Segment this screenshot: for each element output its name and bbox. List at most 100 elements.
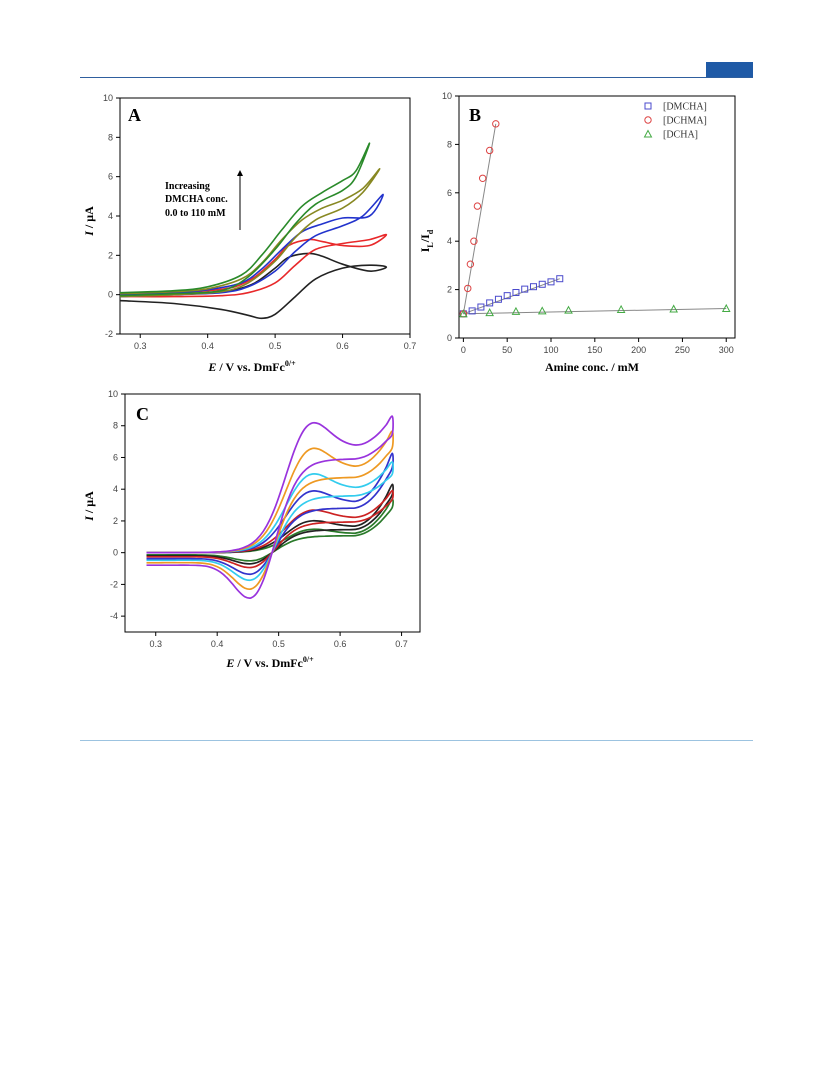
x-tick-label: 0.7 (395, 639, 408, 649)
data-point (468, 307, 476, 315)
x-tick-label: 0.3 (149, 639, 162, 649)
annotation-line-2: DMCHA conc. (165, 194, 228, 205)
y-tick-label: 2 (447, 285, 452, 295)
cv-curve-3 (119, 193, 384, 298)
legend-marker-triangle (643, 129, 653, 138)
data-point (503, 292, 511, 300)
data-point (464, 284, 472, 293)
y-tick-label: 0 (447, 333, 452, 343)
x-tick-label: 0 (461, 345, 466, 355)
data-point (564, 305, 573, 314)
y-axis-label: I / μA (82, 206, 96, 237)
data-point (477, 303, 485, 311)
y-tick-label: 2 (113, 516, 118, 526)
y-tick-label: -2 (105, 329, 113, 339)
y-tick-label: 0 (108, 290, 113, 300)
x-tick-label: 0.3 (134, 341, 147, 351)
annotation-line-1: Increasing (165, 181, 210, 192)
annotation-line-3: 0.0 to 110 mM (165, 208, 226, 219)
x-tick-label: 50 (502, 345, 512, 355)
y-tick-label: 4 (108, 211, 113, 221)
y-tick-label: 4 (447, 236, 452, 246)
data-point (486, 299, 494, 307)
data-point (547, 278, 555, 286)
y-tick-label: 6 (108, 172, 113, 182)
y-tick-label: 0 (113, 548, 118, 558)
panel-label-b: B (469, 105, 481, 125)
data-point (478, 174, 487, 182)
data-point (521, 285, 529, 293)
data-point (485, 308, 495, 317)
x-tick-label: 150 (587, 345, 602, 355)
cv-curve-7 (146, 415, 394, 600)
data-point (616, 304, 626, 313)
legend: [DMCHA] [DCHMA] [DCHA] (643, 102, 707, 141)
x-tick-label: 200 (631, 345, 646, 355)
y-tick-label: 8 (447, 139, 452, 149)
x-tick-label: 0.4 (201, 341, 214, 351)
header-rule (80, 77, 753, 78)
y-axis-label: IL/Id (418, 229, 435, 252)
y-tick-label: -2 (110, 579, 118, 589)
x-tick-label: 250 (675, 345, 690, 355)
data-point (485, 146, 494, 155)
cv-curve-5 (119, 142, 371, 297)
arrow-head-icon (237, 170, 243, 176)
x-tick-label: 0.6 (336, 341, 349, 351)
y-tick-label: 10 (108, 389, 118, 399)
panel-label-c: C (136, 404, 149, 424)
y-tick-label: 2 (108, 250, 113, 260)
x-axis-label: Amine conc. / mM (545, 360, 639, 374)
data-point (466, 260, 475, 268)
data-point (459, 309, 468, 318)
fit-line-2 (462, 123, 497, 314)
y-tick-label: 6 (113, 452, 118, 462)
data-point (556, 275, 564, 283)
cv-curve-2 (119, 233, 388, 298)
data-point (511, 306, 521, 315)
y-tick-label: -4 (110, 611, 118, 621)
x-axis-label: E / V vs. DmFc0/+ (207, 359, 296, 374)
fit-line-3 (463, 307, 727, 315)
chart-panel-c: 0.3 0.4 0.5 0.6 0.7 -4 -2 0 2 4 6 8 10 C E / V vs. D… (82, 389, 421, 670)
x-tick-label: 300 (719, 345, 734, 355)
x-tick-label: 0.5 (269, 341, 282, 351)
plot-frame (119, 97, 411, 335)
data-point (492, 120, 500, 128)
x-tick-label: 100 (543, 345, 558, 355)
y-axis-label: I / μA (82, 491, 96, 522)
plot-frame (124, 393, 421, 633)
data-point (494, 295, 502, 303)
plot-frame (458, 95, 736, 339)
data-point (529, 283, 537, 291)
x-tick-label: 0.5 (272, 639, 285, 649)
legend-label: [DMCHA] (663, 102, 707, 113)
y-tick-label: 6 (447, 188, 452, 198)
x-tick-label: 0.6 (334, 639, 347, 649)
data-point (669, 304, 679, 313)
chart-panel-b: 0 50 100 150 200 250 300 0 2 4 6 8 10 [DMCHA] [DCHMA]… (418, 91, 736, 374)
cv-curve-1 (119, 252, 388, 320)
data-point (512, 289, 520, 297)
data-point (470, 237, 478, 245)
chart-panel-a: 0.3 0.4 0.5 0.6 0.7 -2 0 2 4 6 8 10 A Increasing DM… (82, 93, 417, 374)
legend-marker-square (644, 102, 652, 110)
y-tick-label: 8 (108, 132, 113, 142)
y-tick-label: 10 (103, 93, 113, 103)
header-accent-tab (706, 62, 753, 77)
y-tick-label: 4 (113, 484, 118, 494)
x-tick-label: 0.7 (404, 341, 417, 351)
annotation: Increasing DMCHA conc. 0.0 to 110 mM (165, 170, 243, 230)
panel-label-a: A (128, 105, 141, 125)
legend-marker-circle (644, 116, 652, 124)
data-point (721, 303, 731, 312)
footer-rule (80, 740, 753, 741)
x-axis-label: E / V vs. DmFc0/+ (225, 655, 314, 670)
cv-curve-4 (119, 167, 381, 298)
data-point (473, 202, 482, 210)
y-tick-label: 8 (113, 421, 118, 431)
data-point (538, 280, 546, 288)
legend-label: [DCHMA] (663, 116, 707, 127)
data-point (537, 306, 547, 315)
y-tick-label: 10 (442, 91, 452, 101)
